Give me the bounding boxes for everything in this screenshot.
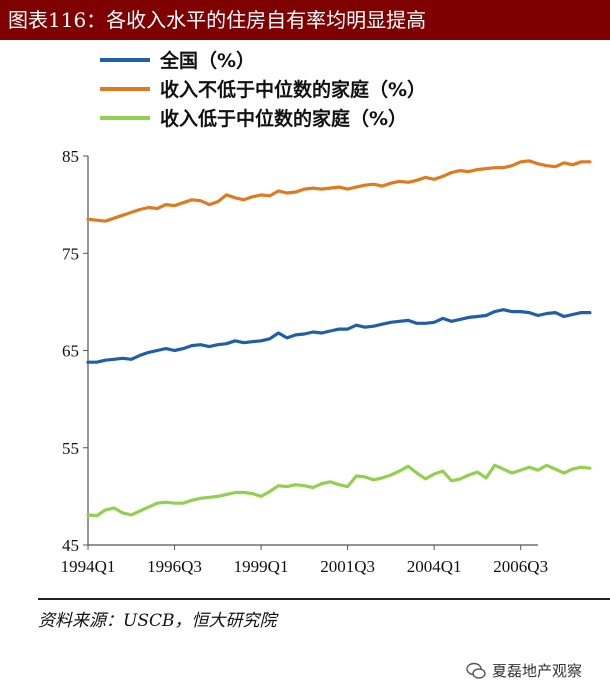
x-tick-label: 1994Q1	[61, 557, 116, 576]
source-note: 资料来源：USCB，恒大研究院	[38, 611, 277, 631]
y-tick-label: 75	[62, 244, 79, 263]
source-divider	[38, 598, 610, 600]
figure-title: 图表116：各收入水平的住房自有率均明显提高	[0, 0, 610, 40]
wechat-icon	[466, 662, 486, 679]
y-tick-label: 85	[62, 147, 79, 166]
y-tick-label: 55	[62, 439, 79, 458]
x-tick-label: 1999Q1	[234, 557, 289, 576]
y-tick-label: 65	[62, 342, 79, 361]
legend-label: 收入低于中位数的家庭（%）	[160, 107, 407, 130]
legend-label: 收入不低于中位数的家庭（%）	[160, 78, 426, 101]
legend: 全国（%） 收入不低于中位数的家庭（%） 收入低于中位数的家庭（%）	[100, 49, 426, 130]
tick-labels: 45 55 65 75 85 1994Q1 1996Q3 1999Q1 2001Q3 2004Q1…	[61, 147, 548, 576]
x-tick-label: 1996Q3	[147, 557, 202, 576]
x-tick-label: 2004Q1	[407, 557, 462, 576]
watermark-text: 夏磊地产观察	[492, 662, 583, 680]
watermark: 夏磊地产观察	[466, 660, 582, 681]
series-layer	[86, 159, 592, 518]
series-line-2	[86, 463, 592, 518]
y-tick-label: 45	[62, 536, 79, 555]
x-tick-label: 2001Q3	[320, 557, 375, 576]
series-line-0	[86, 308, 592, 364]
x-tick-label: 2006Q3	[493, 557, 548, 576]
line-chart: 全国（%） 收入不低于中位数的家庭（%） 收入低于中位数的家庭（%） 45 55 65 7…	[61, 49, 592, 576]
legend-label: 全国（%）	[159, 49, 255, 72]
series-line-1	[86, 159, 592, 223]
chart-axes	[83, 155, 538, 550]
